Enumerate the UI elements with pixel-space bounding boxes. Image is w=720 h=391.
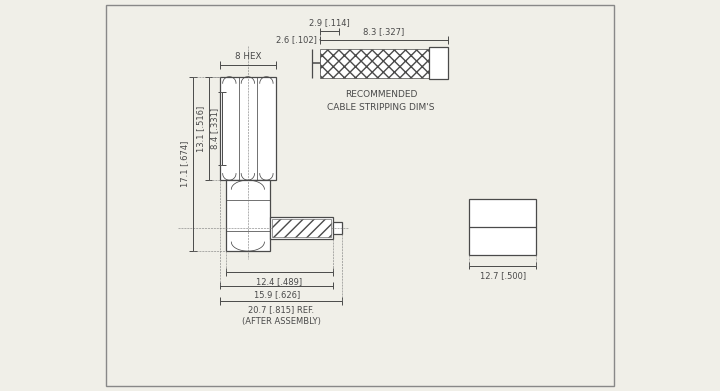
Text: 8 HEX: 8 HEX	[235, 52, 261, 61]
Bar	[272, 219, 331, 237]
Text: 20.7 [.815] REF.: 20.7 [.815] REF.	[248, 305, 314, 314]
Bar	[333, 222, 342, 234]
Bar	[270, 217, 333, 239]
Text: 2.6 [.102]: 2.6 [.102]	[276, 35, 317, 44]
Text: 12.7 [.500]: 12.7 [.500]	[480, 271, 526, 280]
Text: 15.9 [.626]: 15.9 [.626]	[253, 290, 300, 299]
Bar	[469, 199, 536, 255]
Bar	[320, 55, 339, 72]
Text: 8.4 [.331]: 8.4 [.331]	[210, 108, 219, 149]
Bar	[226, 180, 270, 251]
Text: 12.4 [.489]: 12.4 [.489]	[256, 277, 302, 286]
Text: RECOMMENDED
CABLE STRIPPING DIM'S: RECOMMENDED CABLE STRIPPING DIM'S	[328, 90, 435, 111]
Bar	[429, 47, 448, 79]
Text: 17.1 [.674]: 17.1 [.674]	[180, 141, 189, 187]
Text: (AFTER ASSEMBLY): (AFTER ASSEMBLY)	[242, 317, 320, 326]
Bar	[220, 77, 276, 180]
Bar	[320, 49, 429, 78]
Text: 2.9 [.114]: 2.9 [.114]	[309, 18, 350, 27]
Text: 8.3 [.327]: 8.3 [.327]	[364, 27, 405, 36]
Text: 13.1 [.516]: 13.1 [.516]	[196, 105, 204, 152]
